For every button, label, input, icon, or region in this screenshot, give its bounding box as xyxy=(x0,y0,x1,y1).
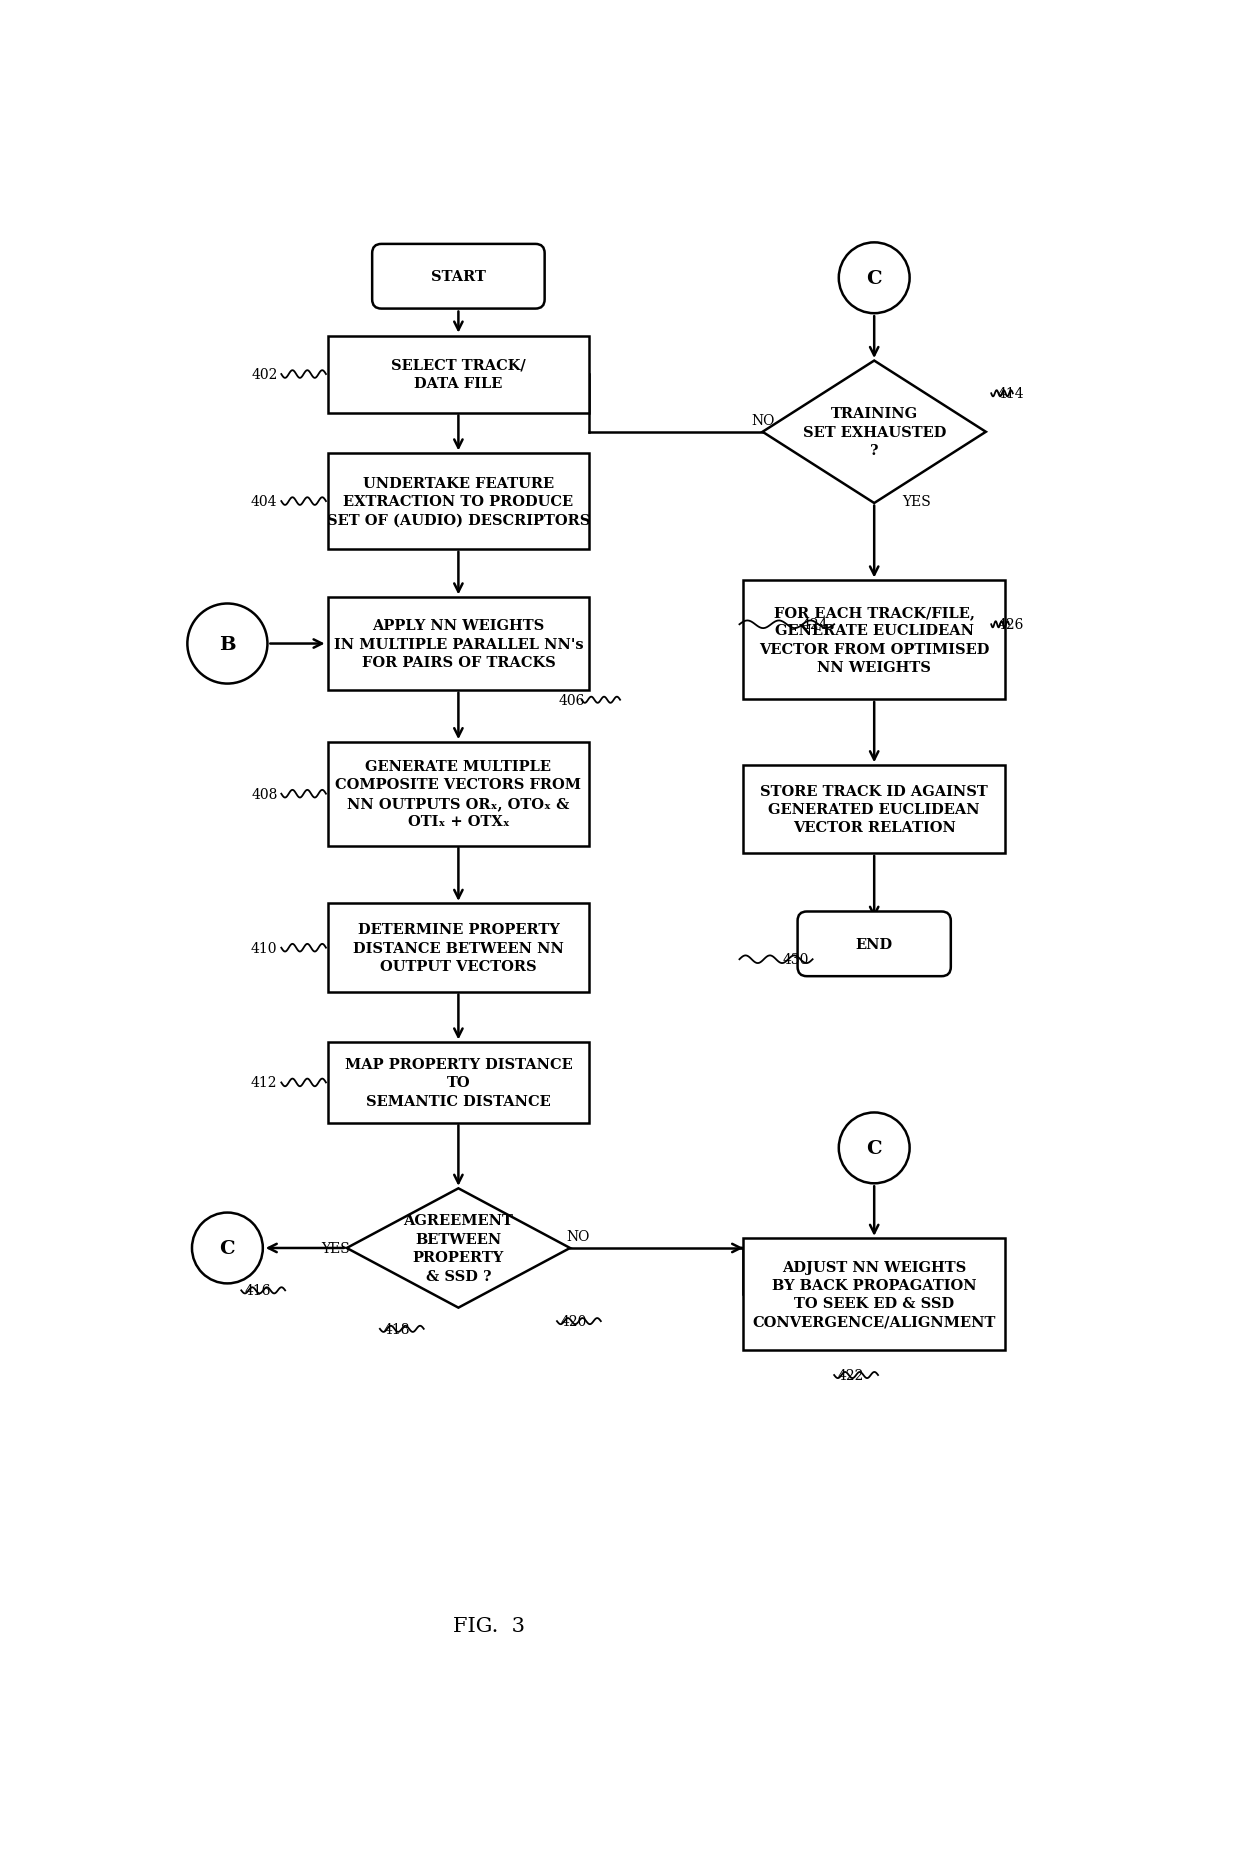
Bar xyxy=(327,337,589,414)
Bar xyxy=(327,453,589,551)
Text: START: START xyxy=(432,270,486,285)
FancyBboxPatch shape xyxy=(797,912,951,976)
Bar xyxy=(327,597,589,691)
Bar xyxy=(327,742,589,847)
Text: 414: 414 xyxy=(997,388,1024,401)
Text: 404: 404 xyxy=(250,494,278,509)
Text: YES: YES xyxy=(903,494,931,509)
Text: AGREEMENT
BETWEEN
PROPERTY
& SSD ?: AGREEMENT BETWEEN PROPERTY & SSD ? xyxy=(403,1214,513,1283)
Text: 422: 422 xyxy=(838,1369,864,1382)
Text: 420: 420 xyxy=(560,1315,587,1328)
Text: NO: NO xyxy=(751,414,774,429)
Text: 412: 412 xyxy=(250,1075,278,1090)
Text: C: C xyxy=(867,1139,882,1158)
Text: 406: 406 xyxy=(558,693,585,708)
Bar xyxy=(743,1238,1006,1350)
Text: ADJUST NN WEIGHTS
BY BACK PROPAGATION
TO SEEK ED & SSD
CONVERGENCE/ALIGNMENT: ADJUST NN WEIGHTS BY BACK PROPAGATION TO… xyxy=(753,1261,996,1330)
Text: STORE TRACK ID AGAINST
GENERATED EUCLIDEAN
VECTOR RELATION: STORE TRACK ID AGAINST GENERATED EUCLIDE… xyxy=(760,785,988,835)
Text: NO: NO xyxy=(567,1231,589,1244)
Bar xyxy=(327,1043,589,1124)
Circle shape xyxy=(192,1214,263,1283)
Text: C: C xyxy=(219,1240,236,1257)
Polygon shape xyxy=(763,361,986,504)
Text: UNDERTAKE FEATURE
EXTRACTION TO PRODUCE
SET OF (AUDIO) DESCRIPTORS: UNDERTAKE FEATURE EXTRACTION TO PRODUCE … xyxy=(326,476,590,526)
Text: 424: 424 xyxy=(801,618,828,631)
Circle shape xyxy=(838,243,910,315)
Text: MAP PROPERTY DISTANCE
TO
SEMANTIC DISTANCE: MAP PROPERTY DISTANCE TO SEMANTIC DISTAN… xyxy=(345,1058,573,1109)
Text: 430: 430 xyxy=(782,953,808,966)
Circle shape xyxy=(838,1113,910,1184)
Text: FOR EACH TRACK/FILE,
GENERATE EUCLIDEAN
VECTOR FROM OPTIMISED
NN WEIGHTS: FOR EACH TRACK/FILE, GENERATE EUCLIDEAN … xyxy=(759,605,990,674)
Text: 408: 408 xyxy=(250,787,278,802)
Text: SELECT TRACK/
DATA FILE: SELECT TRACK/ DATA FILE xyxy=(391,358,526,391)
Text: B: B xyxy=(219,635,236,654)
Bar xyxy=(743,766,1006,854)
Text: 418: 418 xyxy=(383,1322,410,1335)
Text: 410: 410 xyxy=(250,940,278,955)
Text: APPLY NN WEIGHTS
IN MULTIPLE PARALLEL NN's
FOR PAIRS OF TRACKS: APPLY NN WEIGHTS IN MULTIPLE PARALLEL NN… xyxy=(334,618,583,669)
Text: GENERATE MULTIPLE
COMPOSITE VECTORS FROM
NN OUTPUTS ORₓ, OTOₓ &
OTIₓ + OTXₓ: GENERATE MULTIPLE COMPOSITE VECTORS FROM… xyxy=(335,760,582,830)
Text: C: C xyxy=(867,270,882,288)
Text: FIG.  3: FIG. 3 xyxy=(453,1616,526,1635)
Text: 416: 416 xyxy=(246,1283,272,1298)
Polygon shape xyxy=(347,1189,570,1307)
Text: DETERMINE PROPERTY
DISTANCE BETWEEN NN
OUTPUT VECTORS: DETERMINE PROPERTY DISTANCE BETWEEN NN O… xyxy=(353,923,564,974)
Bar xyxy=(743,581,1006,701)
Text: 402: 402 xyxy=(250,367,278,382)
Circle shape xyxy=(187,605,268,684)
Text: YES: YES xyxy=(321,1242,350,1255)
Text: 426: 426 xyxy=(997,618,1024,631)
Bar xyxy=(327,905,589,993)
Text: END: END xyxy=(856,936,893,951)
FancyBboxPatch shape xyxy=(372,245,544,309)
Text: TRAINING
SET EXHAUSTED
?: TRAINING SET EXHAUSTED ? xyxy=(802,406,946,457)
